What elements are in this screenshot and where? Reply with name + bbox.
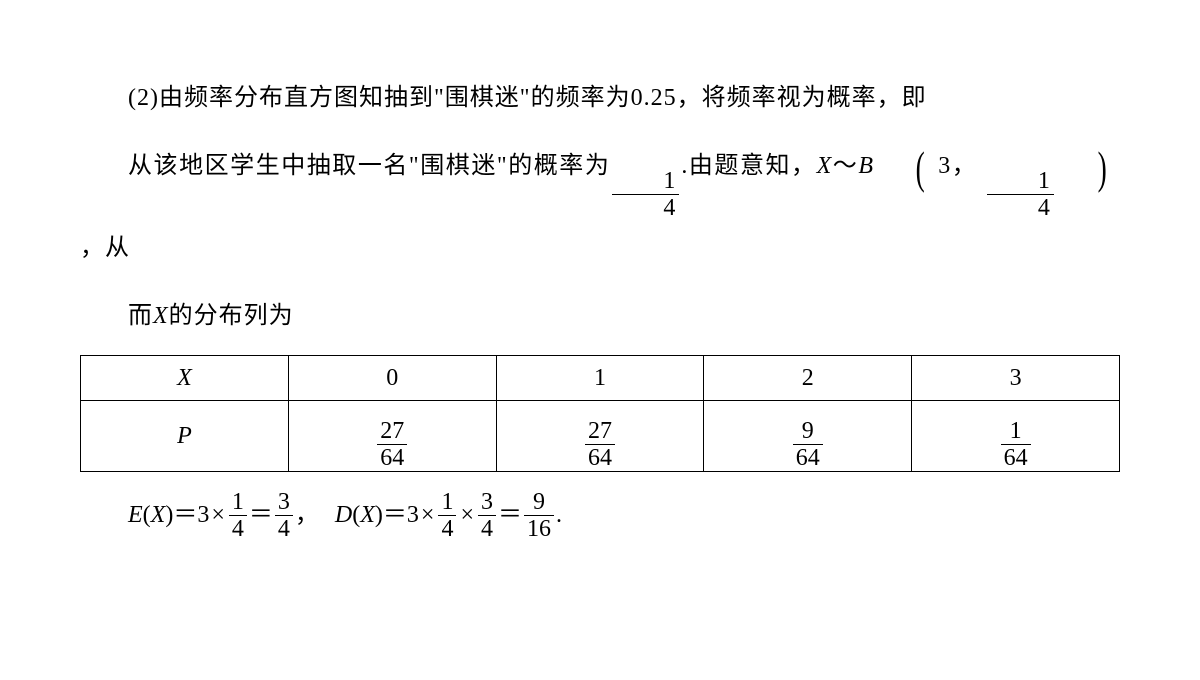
frac-num: 1	[438, 490, 456, 515]
times-icon: ×	[419, 503, 437, 527]
frac-den: 4	[275, 515, 293, 541]
paragraph-line-1: (2)由频率分布直方图知抽到"围棋迷"的频率为0.25，将频率视为概率，即	[80, 70, 1120, 128]
eq-sign: ＝	[498, 503, 522, 527]
b-comma: ，	[951, 153, 977, 179]
cell-X: X	[81, 356, 289, 401]
cell-x3: 3	[912, 356, 1120, 401]
paragraph-line-2: 从该地区学生中抽取一名"围棋迷"的概率为14.由题意知，X～B(3， 14)，从	[80, 138, 1120, 278]
fraction-1-over-4: 14	[612, 169, 679, 220]
paragraph-line-3: 而X的分布列为	[80, 288, 1120, 346]
eq-sign: ＝	[383, 503, 407, 527]
var-X-e: X	[151, 503, 166, 527]
var-B: B	[858, 153, 874, 179]
times-icon: ×	[209, 503, 227, 527]
frac-den: 4	[229, 515, 247, 541]
cell-p1: 2764	[496, 401, 704, 472]
const-3b: 3	[407, 503, 419, 527]
tilde: ～	[832, 153, 858, 179]
frac-den: 4	[438, 515, 456, 541]
frac-den: 64	[585, 444, 615, 470]
frac-1-4-d: 14	[438, 490, 456, 541]
frac-num: 3	[275, 490, 293, 515]
period: .	[556, 503, 562, 527]
frac-num: 1	[1007, 419, 1025, 444]
frac-den: 16	[524, 515, 554, 541]
frac-num: 3	[478, 490, 496, 515]
text-l2-mid: .由题意知，	[681, 153, 816, 179]
frac-den: 4	[612, 194, 679, 220]
times-icon: ×	[458, 503, 476, 527]
frac-3-4-e: 34	[275, 490, 293, 541]
cell-x0: 0	[288, 356, 496, 401]
eq-sign: ＝	[173, 503, 197, 527]
expectation-expr: E(X)＝3×14＝34，	[128, 490, 319, 541]
var-X: X	[817, 153, 833, 179]
frac-den: 64	[1001, 444, 1031, 470]
cell-p0: 2764	[288, 401, 496, 472]
cell-p3: 164	[912, 401, 1120, 472]
frac-num: 1	[229, 490, 247, 515]
equation-line: E(X)＝3×14＝34， D(X)＝3×14×34＝916.	[128, 490, 1120, 541]
frac-1-4-e: 14	[229, 490, 247, 541]
frac-den: 4	[987, 194, 1054, 220]
text-l2-post: ，从	[80, 235, 130, 261]
cell-P: P	[81, 401, 289, 472]
frac-den: 64	[793, 444, 823, 470]
text-line-1: (2)由频率分布直方图知抽到"围棋迷"的频率为0.25，将频率视为概率，即	[128, 85, 927, 111]
text-l3-b: 的分布列为	[169, 303, 294, 329]
frac-den: 64	[377, 444, 407, 470]
frac-num: 9	[799, 419, 817, 444]
frac-num: 27	[585, 419, 615, 444]
var-X-d: X	[360, 503, 375, 527]
frac-9-16: 916	[524, 490, 554, 541]
const-3: 3	[197, 503, 209, 527]
eq-sign: ＝	[249, 503, 273, 527]
table-row-prob: P 2764 2764 964 164	[81, 401, 1120, 472]
cell-x2: 2	[704, 356, 912, 401]
text-l2-pre: 从该地区学生中抽取一名"围棋迷"的概率为	[128, 153, 610, 179]
frac-num: 9	[530, 490, 548, 515]
page-root: (2)由频率分布直方图知抽到"围棋迷"的频率为0.25，将频率视为概率，即 从该…	[0, 0, 1200, 541]
cell-x1: 1	[496, 356, 704, 401]
fraction-1-over-4-b: 14	[987, 169, 1054, 220]
b-arg-3: 3	[938, 153, 951, 179]
frac-den: 4	[478, 515, 496, 541]
E-label: E	[128, 503, 143, 527]
distribution-table: X 0 1 2 3 P 2764 2764 964 164	[80, 355, 1120, 472]
comma: ，	[295, 503, 319, 527]
var-X-2: X	[153, 303, 169, 329]
cell-p2: 964	[704, 401, 912, 472]
variance-expr: D(X)＝3×14×34＝916.	[335, 490, 562, 541]
frac-num: 1	[987, 169, 1054, 194]
frac-num: 1	[612, 169, 679, 194]
text-l3-a: 而	[128, 303, 153, 329]
frac-3-4-d: 34	[478, 490, 496, 541]
frac-num: 27	[377, 419, 407, 444]
D-label: D	[335, 503, 352, 527]
table-row-header: X 0 1 2 3	[81, 356, 1120, 401]
